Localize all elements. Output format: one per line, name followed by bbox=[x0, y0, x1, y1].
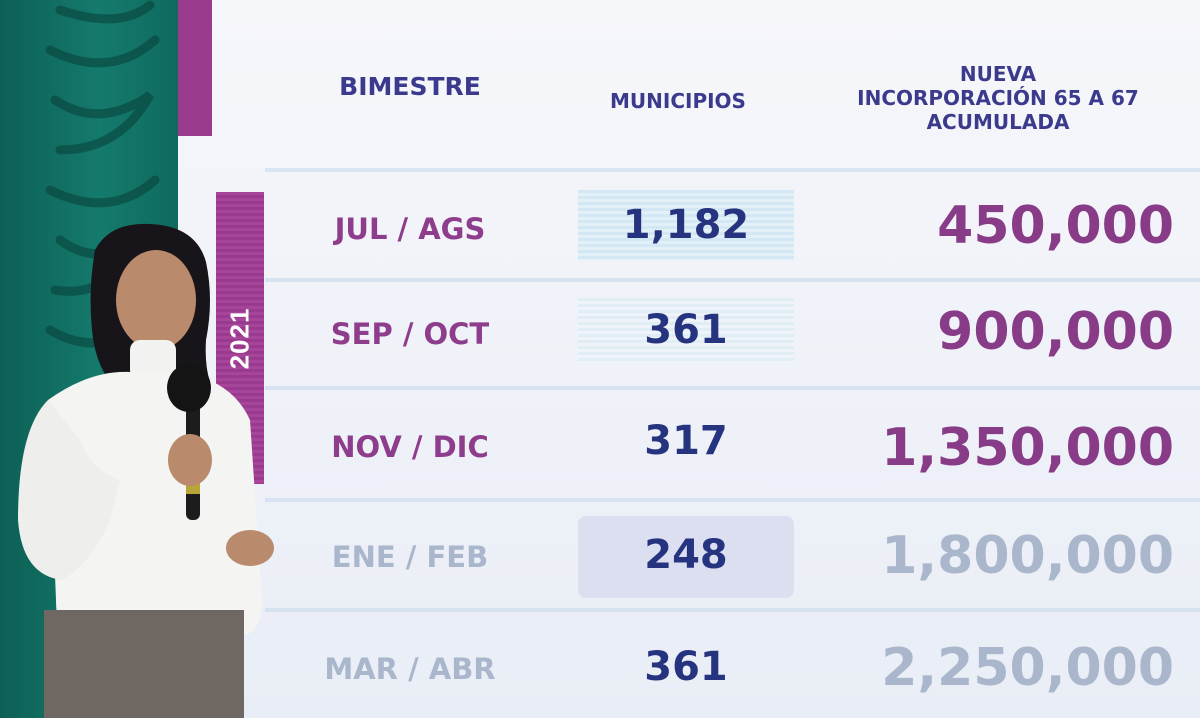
header-nueva-incorporacion: NUEVA INCORPORACIÓN 65 A 67 ACUMULADA bbox=[812, 62, 1184, 134]
period-label: NOV / DIC bbox=[331, 430, 489, 464]
presenter-face bbox=[116, 250, 196, 350]
header-bimestre: BIMESTRE bbox=[300, 72, 520, 102]
header-municipios: MUNICIPIOS bbox=[578, 89, 778, 113]
total-value: 900,000 bbox=[937, 302, 1174, 362]
row-divider bbox=[265, 608, 1200, 612]
municipios-cell-highlight bbox=[578, 516, 794, 598]
municipios-value: 361 bbox=[644, 307, 728, 353]
period-label: JUL / AGS bbox=[334, 212, 486, 246]
row-divider bbox=[265, 278, 1200, 282]
presenter-collar bbox=[130, 340, 176, 380]
municipios-cell-highlight bbox=[578, 190, 794, 260]
total-value: 2,250,000 bbox=[881, 638, 1174, 698]
municipios-value: 317 bbox=[644, 418, 728, 464]
municipios-cell-highlight bbox=[578, 298, 794, 364]
presenter-hand bbox=[168, 434, 212, 486]
purple-accent-bar bbox=[178, 0, 212, 136]
period-label: SEP / OCT bbox=[330, 317, 490, 351]
total-value: 1,800,000 bbox=[881, 526, 1174, 586]
presenter-figure bbox=[18, 223, 274, 718]
presenter-other-hand bbox=[226, 530, 274, 566]
microphone-head bbox=[167, 364, 211, 412]
header-nueva-line2: INCORPORACIÓN 65 A 67 bbox=[857, 86, 1139, 110]
presenter-white-top bbox=[48, 371, 262, 635]
header-municipios-text: MUNICIPIOS bbox=[610, 89, 746, 113]
period-label: MAR / ABR bbox=[324, 652, 496, 686]
row-divider bbox=[265, 498, 1200, 502]
municipios-value: 361 bbox=[644, 644, 728, 690]
total-value: 1,350,000 bbox=[881, 418, 1174, 478]
total-value: 450,000 bbox=[937, 196, 1174, 256]
presenter-pants bbox=[44, 610, 244, 718]
header-bimestre-text: BIMESTRE bbox=[339, 72, 481, 101]
municipios-value: 1,182 bbox=[622, 202, 750, 248]
presenter-left-arm bbox=[18, 400, 120, 580]
header-nueva-line3: ACUMULADA bbox=[926, 110, 1070, 134]
header-nueva-line1: NUEVA bbox=[959, 62, 1037, 86]
period-label: ENE / FEB bbox=[331, 540, 489, 574]
row-divider bbox=[265, 386, 1200, 390]
municipios-value: 248 bbox=[644, 532, 728, 578]
row-divider bbox=[265, 168, 1200, 172]
